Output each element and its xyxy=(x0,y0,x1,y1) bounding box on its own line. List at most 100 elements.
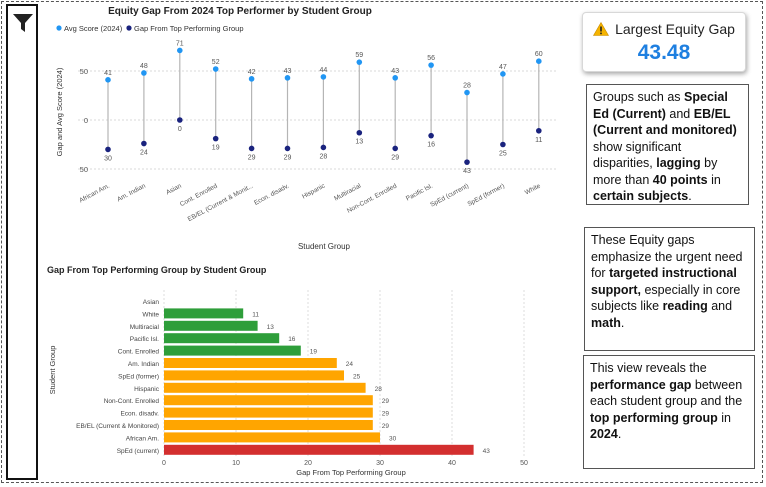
chart2-category-label: Non-Cont. Enrolled xyxy=(104,398,160,405)
gap-bar xyxy=(164,420,373,430)
note-text: 40 points xyxy=(652,172,708,187)
gap-bar-label: 19 xyxy=(310,349,318,356)
chart1-xlabel: Student Group xyxy=(298,242,351,251)
gap-label: 30 xyxy=(104,155,112,162)
kpi-value: 43.48 xyxy=(637,41,691,64)
chart2-category-label: SpEd (former) xyxy=(118,373,159,380)
note-text: Special Ed (Current) xyxy=(593,90,728,121)
avg-score-point xyxy=(392,75,399,81)
gap-label: 19 xyxy=(212,145,220,152)
avg-score-point xyxy=(320,74,327,80)
avg-score-point xyxy=(177,47,183,54)
chart2-xtick-label: 0 xyxy=(162,460,166,467)
legend-label-0: Avg Score (2024) xyxy=(64,24,123,33)
avg-score-label: 56 xyxy=(427,55,435,62)
gap-bar-label: 29 xyxy=(382,423,390,430)
gap-label: 16 xyxy=(427,142,435,149)
avg-score-label: 47 xyxy=(499,64,507,71)
chart2-category-label: Multiracial xyxy=(130,324,160,331)
gap-bar-label: 16 xyxy=(288,336,296,343)
gap-bar xyxy=(164,345,301,356)
gap-bar-label: 11 xyxy=(252,311,259,318)
chart2-category-label: Asian xyxy=(143,299,160,306)
gap-bar-label: 25 xyxy=(353,373,361,380)
kpi-title: Largest Equity Gap xyxy=(615,21,735,37)
insight-note-disparities: Groups such as Special Ed (Current) and … xyxy=(586,84,749,205)
gap-label: 28 xyxy=(320,153,328,160)
warning-icon xyxy=(593,22,610,36)
gap-label: 43 xyxy=(463,168,471,175)
note-text: in xyxy=(707,172,721,187)
gap-label: 11 xyxy=(535,137,542,144)
chart2-category-label: Am. Indian xyxy=(128,361,159,368)
avg-score-label: 28 xyxy=(463,83,471,90)
chart2-xtick-label: 50 xyxy=(520,460,528,467)
gap-point xyxy=(536,127,542,134)
gap-label: 0 xyxy=(178,126,182,133)
gap-point xyxy=(392,145,399,152)
avg-score-label: 41 xyxy=(104,70,112,77)
note-text: performance gap xyxy=(590,377,692,392)
note-text: certain subjects xyxy=(593,189,689,203)
gap-label: 29 xyxy=(248,154,256,161)
avg-score-label: 43 xyxy=(391,68,399,75)
avg-score-label: 71 xyxy=(176,40,184,47)
chart1-xtick-label: Pacific Isl. xyxy=(405,182,434,202)
chart2-xtick-label: 20 xyxy=(304,460,312,467)
insight-note-view: This view reveals the performance gap be… xyxy=(583,355,755,469)
avg-score-point xyxy=(141,70,147,76)
avg-score-point xyxy=(284,75,291,81)
filter-pane[interactable] xyxy=(6,4,38,480)
chart1-xtick-label: Asian xyxy=(165,182,183,196)
note-text: in xyxy=(717,410,731,425)
gap-bar-label: 29 xyxy=(382,411,390,418)
gap-bar xyxy=(164,432,380,443)
chart2-xtick-label: 30 xyxy=(376,460,384,467)
gap-bar-label: 28 xyxy=(375,386,383,393)
kpi-title-row: Largest Equity Gap xyxy=(583,21,745,37)
filter-icon[interactable] xyxy=(12,12,34,34)
insight-note-support: These Equity gaps emphasize the urgent n… xyxy=(584,227,755,351)
chart2-category-label: African Am. xyxy=(126,435,159,442)
note-text: lagging xyxy=(656,156,701,170)
chart1-xtick-label: Am. Indian xyxy=(116,182,147,203)
chart2-ylabel: Student Group xyxy=(48,346,57,395)
gap-bar-label: 43 xyxy=(483,448,491,455)
gap-point xyxy=(212,135,219,142)
gap-point xyxy=(284,145,291,152)
avg-score-point xyxy=(500,71,506,77)
note-text: EB/EL (Current and monitored) xyxy=(593,106,737,138)
chart2-category-label: Econ. disadv. xyxy=(120,411,159,418)
kpi-card: Largest Equity Gap 43.48 xyxy=(582,12,746,72)
gap-label: 24 xyxy=(140,150,148,157)
chart1-xtick-label: SpEd (former) xyxy=(467,183,506,208)
chart2-category-label: Cont. Enrolled xyxy=(118,349,160,356)
avg-score-point xyxy=(248,76,255,82)
chart2-xlabel: Gap From Top Performing Group xyxy=(296,468,406,477)
chart2-xtick-label: 10 xyxy=(232,460,240,467)
gap-bar xyxy=(164,407,373,418)
chart1-xtick-label: Multiracial xyxy=(333,182,363,202)
gap-bar-label: 30 xyxy=(389,435,397,442)
gap-point xyxy=(105,146,111,153)
avg-score-label: 42 xyxy=(248,69,256,76)
note-text: This view reveals the xyxy=(590,361,707,375)
chart1-ytick-label: 0 xyxy=(84,116,88,125)
gap-bar xyxy=(164,358,337,368)
note-text: and xyxy=(707,299,733,313)
note-text: . xyxy=(688,189,692,203)
gap-bar xyxy=(164,370,344,381)
gap-bar xyxy=(164,308,244,319)
chart2-category-label: White xyxy=(142,311,159,318)
legend-marker-1 xyxy=(126,25,132,31)
gap-point xyxy=(464,159,470,165)
gap-point xyxy=(320,144,327,151)
note-text: . xyxy=(617,427,622,441)
avg-score-label: 43 xyxy=(284,68,292,75)
gap-point xyxy=(248,145,255,152)
chart2-category-label: EB/EL (Current & Monitored) xyxy=(76,423,159,430)
gap-bar-label: 24 xyxy=(346,361,354,368)
chart2-category-label: Pacific Isl. xyxy=(130,336,159,343)
